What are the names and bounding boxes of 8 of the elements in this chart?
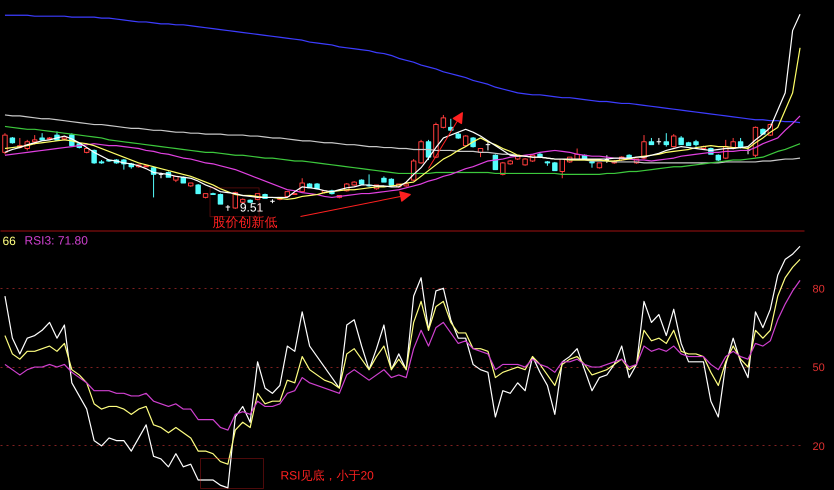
annotation: RSI见底，小于20 bbox=[280, 468, 374, 482]
annotation: 66 bbox=[2, 234, 16, 248]
y-tick-label: 50 bbox=[812, 362, 825, 374]
text: 股价创新低 bbox=[212, 214, 278, 230]
y-tick-label: 80 bbox=[812, 283, 825, 296]
y-tick-label: 20 bbox=[812, 440, 825, 453]
annotation: 9.51 bbox=[240, 200, 264, 214]
annotation: RSI3: 71.80 bbox=[24, 234, 88, 248]
